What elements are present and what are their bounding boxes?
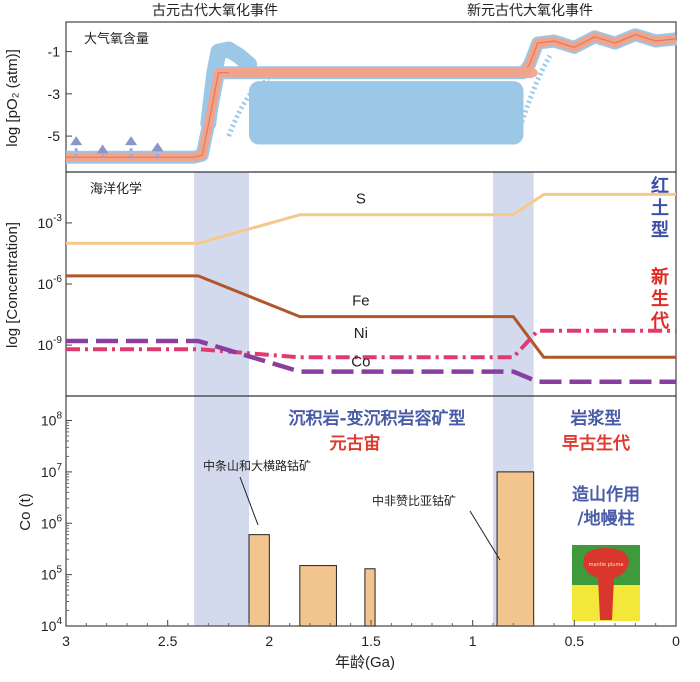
cobalt-y-ticks: 104 105 106 107 108	[41, 411, 72, 634]
magma-era: 早古生代	[562, 433, 630, 454]
cobalt-bar-0	[248, 534, 270, 627]
oxygen-dotted-transition-2	[515, 54, 553, 137]
ocean-y-axis-label: log [Concentration]	[4, 222, 21, 348]
oxygen-arrow-head	[151, 142, 164, 152]
cobalt-bar-3	[496, 471, 535, 627]
mantle-plume-text: mantle plume	[589, 562, 624, 568]
x-axis: 3 2.5 2 1.5 1 0.5 0	[62, 620, 680, 649]
side-label-cenozoic-char: 代	[650, 311, 669, 332]
ocean-y-ticks: 10-3 10-6 10-9	[38, 213, 72, 353]
side-label-cenozoic-char: 生	[651, 288, 669, 310]
oxygen-y-tick-label: -3	[48, 86, 61, 102]
mantle-plume-illustration: mantle plume	[572, 545, 640, 621]
oxygen-arrow-head	[125, 136, 138, 146]
event-label-neoproterozoic: 新元古代大氧化事件	[467, 3, 593, 19]
sediment-type-title: 沉积岩-变沉积岩容矿型	[288, 408, 465, 429]
ocean-series-ni	[66, 328, 676, 360]
magma-type-title: 岩浆型	[570, 408, 622, 429]
deposit-label-zambia: 中非赞比亚钴矿	[372, 493, 456, 508]
deposit-label-zhongtiaoshan: 中条山和大横路钴矿	[203, 458, 311, 473]
ocean-series-labels: S Fe Ni Co	[351, 191, 370, 371]
cobalt-bars	[248, 471, 535, 627]
ocean-y-tick-label: 10-3	[38, 213, 63, 231]
orogen-label-line1: 造山作用	[572, 484, 640, 505]
orogen-label-line2: /地幔柱	[577, 508, 634, 529]
oxygen-panel: 大气氧含量 -1 -3 -5	[48, 28, 677, 164]
oxygen-dotted-transition-1	[226, 78, 270, 137]
side-label-laterite-char: 红	[651, 175, 669, 197]
cobalt-y-tick-label: 104	[41, 616, 63, 634]
ocean-y-tick-label: 10-9	[38, 335, 63, 353]
ocean-series-co	[66, 338, 676, 384]
transition-band-0	[194, 172, 249, 626]
side-label-cenozoic-char: 新	[651, 266, 669, 288]
side-label-laterite-char: 土	[651, 198, 669, 219]
ocean-lines	[66, 192, 676, 384]
oxygen-y-tick-label: -5	[48, 128, 61, 144]
ocean-series-s	[66, 192, 676, 245]
ocean-label-ni: Ni	[354, 325, 368, 342]
sediment-era: 元古宙	[330, 433, 381, 454]
oxygen-curve-outline	[66, 34, 677, 158]
ocean-label-fe: Fe	[352, 292, 370, 309]
ocean-panel-title: 海洋化学	[90, 181, 142, 197]
oxygen-panel-title: 大气氧含量	[84, 31, 149, 47]
cobalt-y-tick-label: 105	[41, 565, 63, 583]
x-tick-label: 1.5	[361, 633, 381, 649]
ocean-y-tick-label: 10-6	[38, 274, 63, 292]
oxygen-blue-box	[249, 81, 524, 145]
oxygen-y-tick-label: -1	[48, 44, 61, 60]
cobalt-y-tick-label: 108	[41, 411, 63, 429]
x-tick-label: 0.5	[565, 633, 585, 649]
deposit-leader-zambia	[469, 510, 501, 561]
oxygen-arrow-head	[70, 136, 83, 146]
panel-ocean-frame	[65, 171, 677, 397]
cobalt-y-axis-label: Co (t)	[17, 493, 34, 531]
oxygen-plateau	[228, 67, 538, 78]
cobalt-bar-2	[364, 568, 376, 627]
oxygen-marks	[66, 28, 677, 164]
x-axis-label: 年龄(Ga)	[335, 654, 395, 671]
deposit-leader-zhongtiaoshan	[239, 476, 259, 526]
cobalt-y-tick-label: 107	[41, 462, 63, 480]
oxygen-arrow-head	[96, 144, 109, 154]
ocean-label-co: Co	[351, 353, 370, 370]
transition-bands	[194, 172, 534, 626]
cobalt-y-tick-label: 106	[41, 513, 63, 531]
event-label-paleoproterozoic: 古元古代大氧化事件	[152, 3, 278, 19]
x-tick-label: 1	[469, 633, 477, 649]
x-tick-label: 3	[62, 633, 70, 649]
ocean-series-fe	[66, 274, 676, 359]
oxygen-y-ticks: -1 -3 -5	[48, 44, 72, 144]
ocean-label-s: S	[356, 191, 366, 208]
x-tick-label: 2.5	[158, 633, 178, 649]
side-label-laterite-char: 型	[651, 219, 669, 241]
cobalt-bar-1	[299, 565, 337, 627]
x-tick-label: 0	[672, 633, 680, 649]
oxygen-y-axis-label: log [pO₂ (atm)]	[4, 49, 21, 147]
x-tick-label: 2	[265, 633, 273, 649]
cobalt-panel: 104 105 106 107 108 沉积岩-变沉积岩容矿型 元古宙 岩浆型 早古生代…	[41, 408, 640, 634]
